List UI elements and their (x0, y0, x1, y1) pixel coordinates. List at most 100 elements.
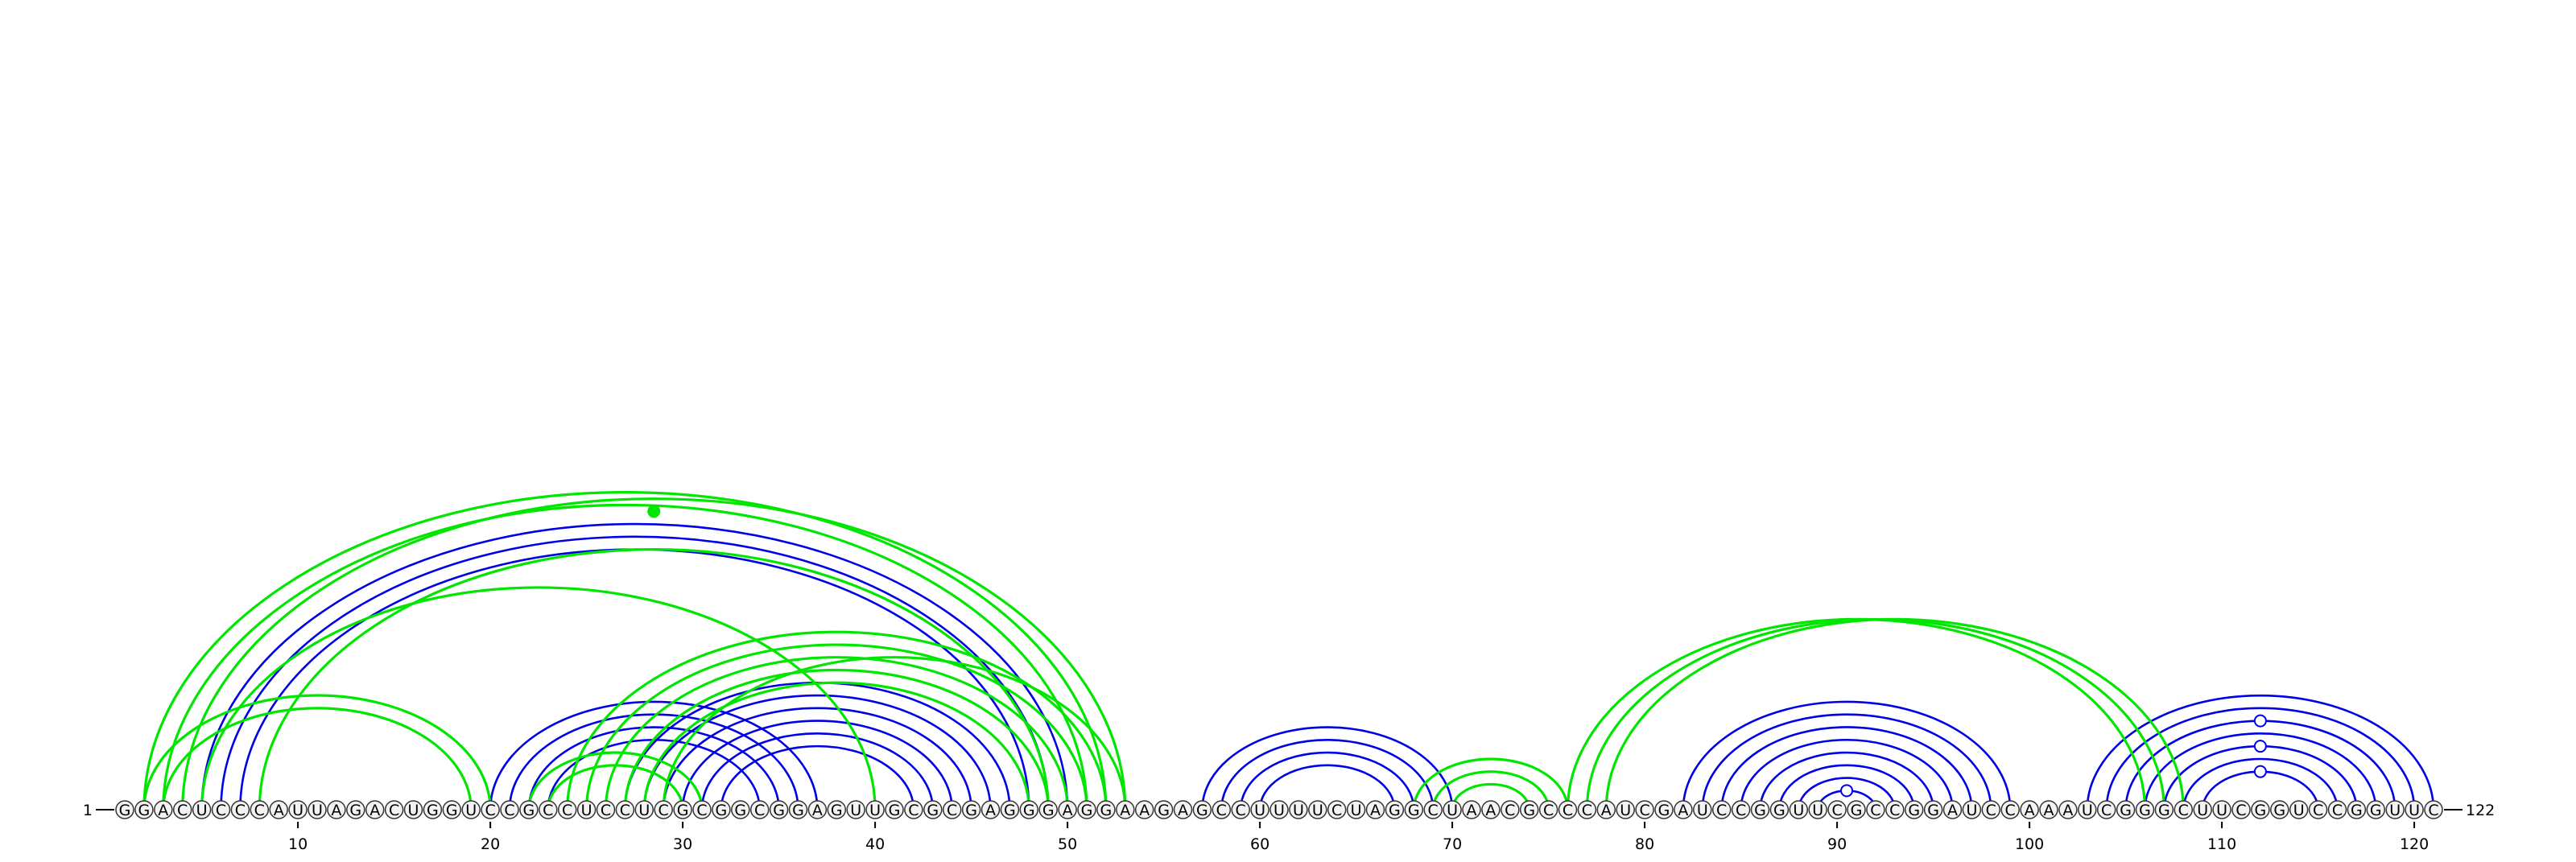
nucleotide-circle (461, 800, 481, 819)
nucleotide-letter: G (119, 802, 131, 819)
tick-label: 100 (2015, 835, 2044, 853)
nucleotide-letter: G (349, 802, 361, 819)
blue-arc (527, 726, 780, 810)
nucleotide-circle (2116, 800, 2136, 819)
nucleotide-letter: G (773, 802, 785, 819)
nucleotide-circle (500, 800, 519, 819)
nucleotide-circle (807, 800, 828, 819)
nucleotide-letter: G (1042, 802, 1055, 819)
nucleotide-circle (1519, 800, 1539, 819)
green-arc (604, 656, 1069, 810)
end-label: 122 (2466, 802, 2495, 819)
green-arc (642, 681, 1030, 810)
nucleotide-letter: C (2428, 802, 2438, 819)
nucleotide-circle (2327, 800, 2347, 819)
green-arc (1431, 770, 1550, 810)
blue-arc (2182, 757, 2339, 810)
green-arc (162, 503, 1088, 810)
nucleotide-letter: C (2235, 802, 2246, 819)
nucleotide-letter: C (485, 802, 495, 819)
nucleotide-circle (442, 800, 462, 819)
tick-label: 90 (1827, 835, 1847, 853)
nucleotide-letter: A (2025, 802, 2035, 819)
nucleotide-letter: C (254, 802, 265, 819)
nucleotide-circle (596, 800, 616, 819)
green-arc (1604, 617, 2185, 810)
nucleotide-circle (1501, 800, 1520, 819)
nucleotide-letter: G (792, 802, 804, 819)
nucleotide-circle (2193, 800, 2212, 819)
nucleotide-letter: G (1523, 802, 1535, 819)
nucleotide-letter: G (927, 802, 939, 819)
nucleotide-letter: U (1293, 802, 1304, 819)
nucleotide-letter: C (2332, 802, 2343, 819)
nucleotide-letter: G (1658, 802, 1670, 819)
nucleotide-circle (1827, 800, 1847, 819)
blue-arc (662, 707, 972, 810)
tick-label: 50 (1058, 835, 1077, 853)
nucleotide-letter: A (1947, 802, 1958, 819)
nucleotide-circle (2000, 800, 2020, 819)
nucleotide-letter: C (543, 802, 553, 819)
tick-label: 30 (673, 835, 692, 853)
nucleotide-circle (980, 800, 1001, 819)
nucleotide-circle (154, 800, 173, 819)
nucleotide-circle (2424, 800, 2443, 819)
blue-arc (547, 738, 761, 810)
nucleotide-letter: U (408, 802, 419, 819)
nucleotide-letter: C (1543, 802, 1554, 819)
nucleotide-letter: U (581, 802, 592, 819)
nucleotide-letter: U (1254, 802, 1265, 819)
tick-label: 110 (2207, 835, 2236, 853)
nucleotide-letter: U (1966, 802, 1977, 819)
nucleotide-letter: C (947, 802, 957, 819)
nucleotide-letter: G (677, 802, 689, 819)
nucleotide-circle (1154, 800, 1174, 819)
nucleotide-circle (1558, 800, 1578, 819)
nucleotide-letter: A (274, 802, 284, 819)
tick-label: 20 (481, 835, 500, 853)
nucleotide-letter: G (1851, 802, 1863, 819)
green-arc (662, 656, 1127, 810)
nucleotide-circle (250, 800, 270, 819)
nucleotide-letter: U (1274, 802, 1285, 819)
nucleotide-letter: G (1158, 802, 1170, 819)
nucleotide-letter: A (1467, 802, 1477, 819)
nucleotide-letter: A (1678, 802, 1688, 819)
blue-arc (720, 744, 915, 810)
nucleotide-letter: G (2255, 802, 2267, 819)
nucleotide-circle (1847, 800, 1866, 819)
nucleotide-circle (788, 800, 808, 819)
nucleotide-circle (1269, 800, 1289, 819)
nucleotide-circle (827, 800, 847, 819)
nucleotide-letter: G (2120, 802, 2132, 819)
nucleotide-letter: C (389, 802, 399, 819)
nucleotide-circle (1019, 800, 1039, 819)
blue-arc-marker (2253, 765, 2267, 778)
nucleotide-circle (1577, 800, 1597, 819)
nucleotide-circle (1443, 800, 1462, 819)
nucleotide-letter: C (216, 802, 226, 819)
nucleotide-circle (365, 800, 385, 819)
nucleotide-letter: C (1428, 802, 1439, 819)
nucleotide-letter: A (1370, 802, 1381, 819)
nucleotide-letter: G (1004, 802, 1016, 819)
tick-label: 120 (2400, 835, 2429, 853)
nucleotide-circle (1289, 800, 1308, 819)
blue-arc (1759, 751, 1934, 810)
nucleotide-circle (211, 800, 231, 819)
nucleotide-circle (2385, 800, 2405, 819)
nucleotide-letter: G (1927, 802, 1939, 819)
nucleotide-letter: G (2351, 802, 2363, 819)
nucleotide-circle (1192, 800, 1212, 819)
nucleotide-circle (1000, 800, 1020, 819)
green-arc-marker (647, 505, 661, 518)
nucleotide-circle (1365, 800, 1385, 819)
nucleotide-circle (923, 800, 943, 819)
start-label: 1 (83, 802, 93, 819)
nucleotide-letter: C (1870, 802, 1880, 819)
nucleotide-circle (1731, 800, 1751, 819)
nucleotide-letter: C (1889, 802, 1900, 819)
nucleotide-circle (172, 800, 192, 819)
green-arc (1585, 617, 2165, 810)
